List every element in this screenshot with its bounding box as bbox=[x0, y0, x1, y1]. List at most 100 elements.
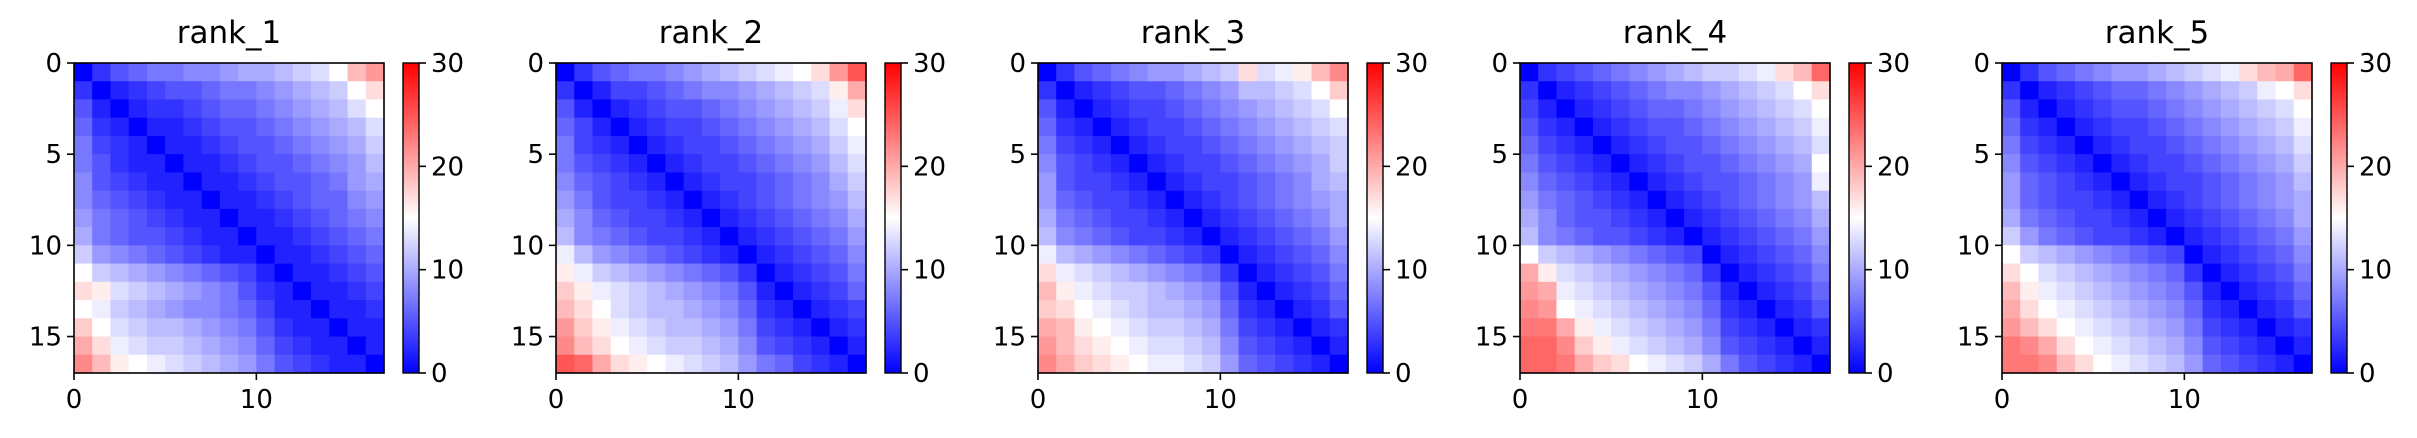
heatmap-cell bbox=[238, 300, 257, 319]
heatmap-cell bbox=[2056, 227, 2076, 246]
heatmap-cell bbox=[329, 81, 349, 101]
heatmap-cell bbox=[1757, 81, 1776, 101]
heatmap-cell bbox=[219, 227, 239, 246]
heatmap-cell bbox=[610, 354, 630, 374]
heatmap-cell bbox=[1220, 336, 1240, 356]
heatmap-cell bbox=[311, 63, 330, 82]
heatmap-cell bbox=[2147, 81, 2167, 101]
heatmap-cell bbox=[1147, 117, 1167, 137]
heatmap-cell bbox=[2275, 245, 2295, 265]
heatmap-cell bbox=[1538, 281, 1558, 301]
heatmap-cell bbox=[2166, 300, 2185, 319]
heatmap-cell bbox=[1702, 81, 1722, 101]
heatmap-cell bbox=[720, 318, 739, 338]
heatmap-cell bbox=[1147, 172, 1167, 192]
heatmap-cell bbox=[1183, 154, 1203, 174]
heatmap-cell bbox=[274, 190, 294, 210]
heatmap-cell bbox=[1684, 117, 1703, 137]
heatmap-cell bbox=[774, 172, 794, 192]
heatmap-cell bbox=[1793, 190, 1813, 210]
heatmap-cell bbox=[1592, 300, 1612, 319]
heatmap-cell bbox=[2166, 117, 2185, 137]
heatmap-cell bbox=[2184, 318, 2204, 338]
heatmap-cell bbox=[1702, 63, 1722, 82]
heatmap-cell bbox=[829, 172, 849, 192]
heatmap-cell bbox=[1556, 154, 1576, 174]
heatmap-cell bbox=[756, 354, 776, 374]
heatmap-cell bbox=[292, 172, 312, 192]
heatmap-cell bbox=[2111, 190, 2131, 210]
heatmap-cell bbox=[2093, 81, 2113, 101]
heatmap-cell bbox=[1311, 135, 1331, 155]
heatmap-cell bbox=[128, 99, 148, 119]
heatmap-cell bbox=[1238, 336, 1258, 356]
heatmap-cell bbox=[847, 245, 867, 265]
heatmap-cell bbox=[628, 245, 648, 265]
heatmap-cell bbox=[1811, 245, 1831, 265]
heatmap-cell bbox=[1684, 318, 1703, 338]
heatmap-cell bbox=[2184, 172, 2204, 192]
heatmap-cell bbox=[1092, 154, 1112, 174]
heatmap-cell bbox=[610, 227, 630, 246]
heatmap-cell bbox=[2166, 63, 2185, 82]
heatmap-cell bbox=[793, 318, 812, 338]
heatmap-cell bbox=[683, 135, 703, 155]
heatmap-cell bbox=[592, 245, 612, 265]
x-tick-label: 10 bbox=[1686, 385, 1719, 415]
heatmap-cell bbox=[1275, 99, 1294, 119]
heatmap-cell bbox=[1220, 318, 1240, 338]
heatmap-cell bbox=[110, 117, 130, 137]
heatmap-cell bbox=[574, 172, 594, 192]
x-tick-label: 10 bbox=[722, 385, 755, 415]
heatmap-cell bbox=[2257, 336, 2277, 356]
heatmap-cell bbox=[347, 117, 367, 137]
heatmap-cell bbox=[274, 81, 294, 101]
heatmap-cell bbox=[183, 172, 203, 192]
heatmap-cell bbox=[2275, 190, 2295, 210]
heatmap-cell bbox=[1311, 81, 1331, 101]
heatmap-cell bbox=[2166, 318, 2185, 338]
heatmap-cell bbox=[365, 227, 385, 246]
heatmap-cell bbox=[683, 63, 703, 82]
heatmap-cell bbox=[2074, 300, 2094, 319]
heatmap-cell bbox=[2002, 227, 2021, 246]
heatmap-cell bbox=[2020, 318, 2040, 338]
heatmap-cell bbox=[2239, 281, 2258, 301]
heatmap-cell bbox=[2220, 336, 2240, 356]
heatmap-cell bbox=[592, 117, 612, 137]
heatmap-cell bbox=[1183, 135, 1203, 155]
heatmap-cell bbox=[1702, 227, 1722, 246]
heatmap-cell bbox=[1720, 99, 1740, 119]
heatmap-cell bbox=[1684, 245, 1703, 265]
heatmap-cell bbox=[146, 336, 166, 356]
heatmap-cell bbox=[738, 117, 758, 137]
heatmap-cell bbox=[92, 154, 112, 174]
heatmap-cell bbox=[311, 190, 330, 210]
heatmap-cell bbox=[2129, 172, 2149, 192]
heatmap-cell bbox=[311, 354, 330, 374]
heatmap-cell bbox=[183, 99, 203, 119]
heatmap-cell bbox=[329, 99, 349, 119]
heatmap-cell bbox=[238, 99, 257, 119]
heatmap-cell bbox=[1520, 117, 1539, 137]
heatmap-cell bbox=[1256, 245, 1276, 265]
heatmap-cell bbox=[365, 117, 385, 137]
heatmap-cell bbox=[2002, 154, 2021, 174]
heatmap-cell bbox=[2020, 99, 2040, 119]
heatmap-cell bbox=[2257, 281, 2277, 301]
heatmap-cell bbox=[1592, 172, 1612, 192]
heatmap-cell bbox=[647, 318, 667, 338]
heatmap-cell bbox=[1720, 227, 1740, 246]
heatmap-cell bbox=[1592, 336, 1612, 356]
heatmap-cell bbox=[665, 81, 685, 101]
heatmap-cell bbox=[2111, 300, 2131, 319]
heatmap-cell bbox=[183, 135, 203, 155]
heatmap-cell bbox=[347, 354, 367, 374]
heatmap-cell bbox=[2220, 300, 2240, 319]
heatmap-cell bbox=[1183, 99, 1203, 119]
heatmap-cell bbox=[1611, 154, 1631, 174]
heatmap-cell bbox=[1129, 172, 1149, 192]
heatmap-cell bbox=[365, 263, 385, 283]
heatmap-cell bbox=[1757, 318, 1776, 338]
heatmap-cell bbox=[2220, 354, 2240, 374]
